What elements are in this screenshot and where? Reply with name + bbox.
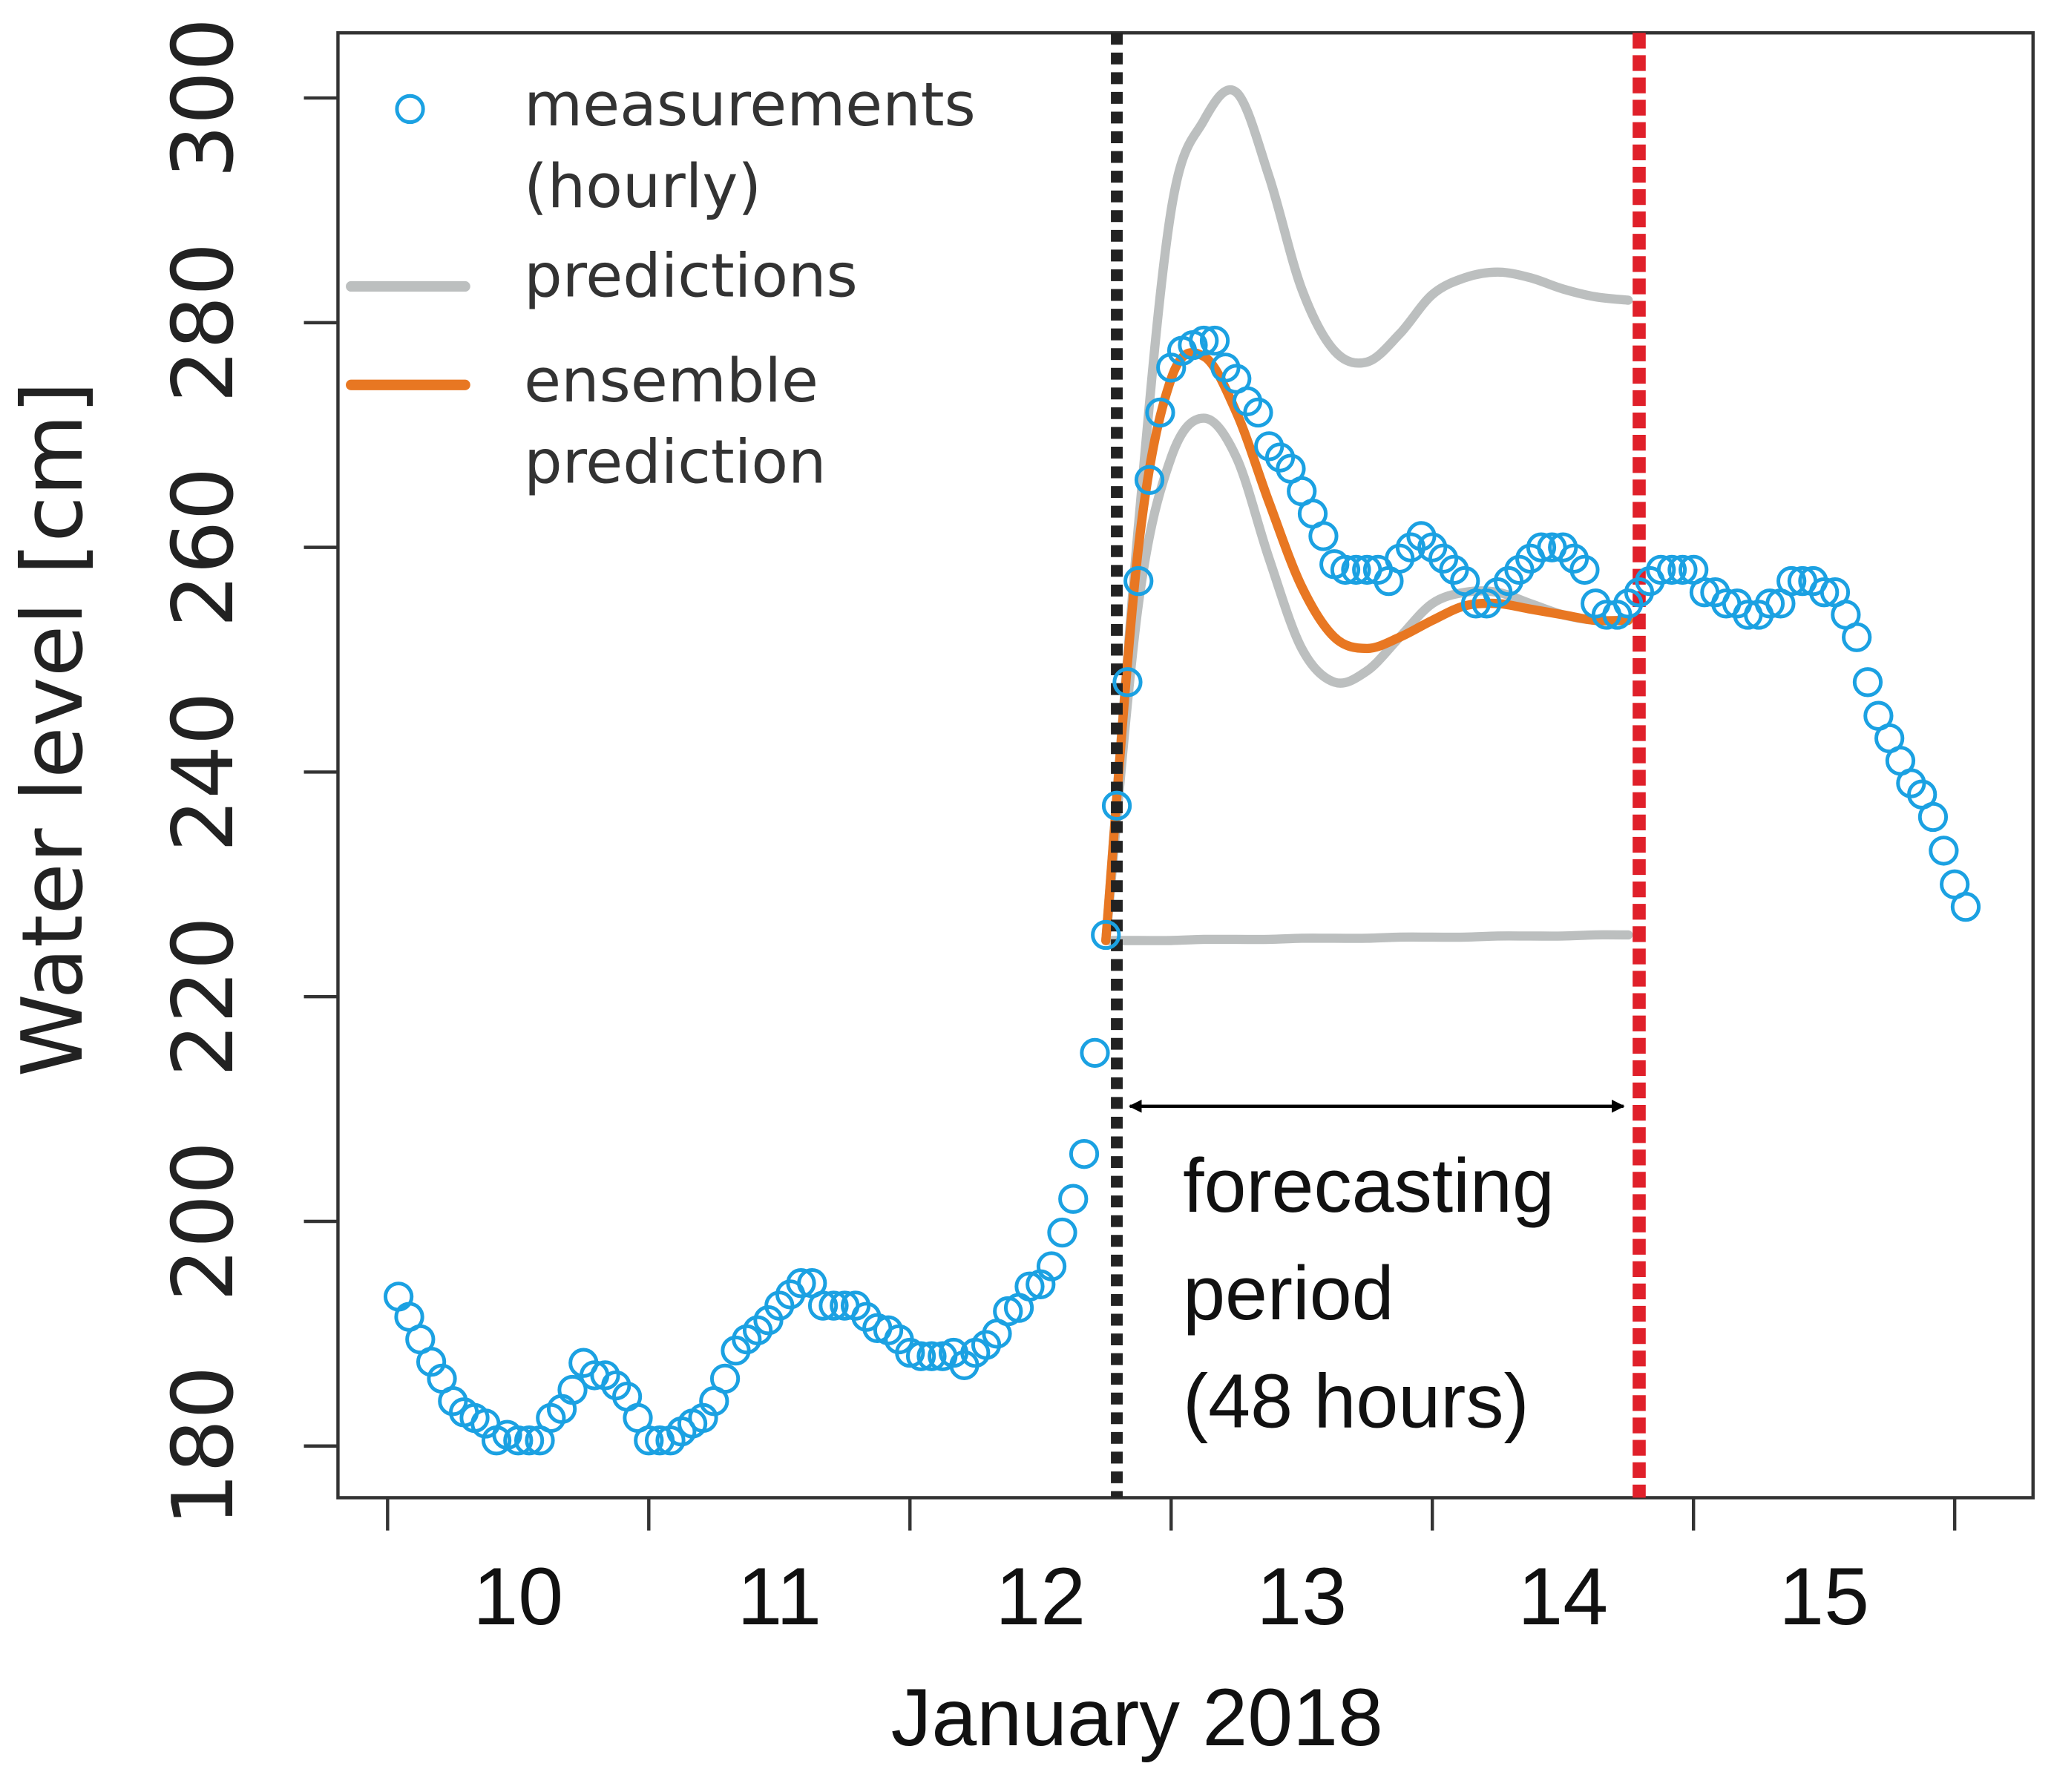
measurement-point <box>818 1290 849 1321</box>
measurement-point <box>1526 532 1557 562</box>
measurement-point <box>1091 919 1121 951</box>
y-axis-label: Water level [cm] <box>4 381 102 1077</box>
x-tick-label: 13 <box>1256 1552 1347 1642</box>
measurement-point <box>742 1315 773 1346</box>
measurement-point <box>1656 554 1687 585</box>
measurement-point <box>1341 554 1371 585</box>
measurement-point <box>1569 554 1600 585</box>
measurement-point <box>1917 801 1949 833</box>
measurement-point <box>1667 554 1698 585</box>
y-tick-label: 180 <box>154 1366 252 1526</box>
measurement-point <box>1950 891 1981 922</box>
measurement-point <box>786 1268 816 1299</box>
measurement-point <box>1776 565 1807 597</box>
measurement-point <box>1646 554 1676 585</box>
measurement-point <box>557 1374 588 1405</box>
annotation: forecasting <box>1183 1143 1555 1228</box>
measurement-point <box>1929 836 1959 866</box>
measurement-point <box>1842 622 1872 652</box>
measurement-point <box>1123 565 1154 597</box>
measurement-point <box>634 1425 664 1456</box>
measurement-point <box>1243 397 1273 428</box>
x-tick-label: 14 <box>1517 1552 1608 1642</box>
measurement-point <box>503 1425 534 1456</box>
measurement-point <box>383 1281 414 1312</box>
measurement-point <box>1330 554 1361 585</box>
measurement-point <box>916 1341 947 1371</box>
measurement-point <box>905 1341 936 1371</box>
y-tick-label: 220 <box>154 916 252 1077</box>
x-tick-label: 12 <box>995 1552 1086 1642</box>
x-tick-label: 15 <box>1779 1552 1869 1642</box>
measurement-point <box>1014 1271 1045 1302</box>
measurement-point <box>514 1425 545 1456</box>
ensemble-line <box>1101 348 1633 945</box>
measurement-point <box>807 1290 839 1321</box>
y-tick-label: 300 <box>154 18 252 178</box>
measurement-point <box>1080 1037 1110 1069</box>
annotation: (48 hours) <box>1183 1358 1529 1443</box>
prediction-line <box>1101 85 1633 945</box>
y-tick-label: 200 <box>154 1141 252 1302</box>
x-tick-label: 10 <box>473 1552 563 1642</box>
plot-frame <box>336 31 2035 1500</box>
measurement-point <box>709 1363 741 1394</box>
measurement-point <box>1809 577 1840 608</box>
y-tick-label: 240 <box>154 692 252 852</box>
measurement-point <box>1852 667 1883 698</box>
x-tick-label: 11 <box>737 1552 821 1642</box>
measurement-point <box>1069 1138 1100 1169</box>
measurement-point <box>1199 325 1230 356</box>
annotation: period <box>1183 1250 1394 1336</box>
prediction-line <box>1101 413 1633 945</box>
measurement-point <box>1308 521 1339 551</box>
measurement-point <box>1754 588 1785 619</box>
measurement-point <box>1101 790 1132 821</box>
measurement-point <box>1145 397 1175 428</box>
measurement-point <box>1047 1217 1077 1248</box>
legend-label: predictions <box>524 241 858 311</box>
measurement-point <box>1134 465 1165 495</box>
y-tick-label: 280 <box>154 243 252 403</box>
x-axis-label: January 2018 <box>891 1673 1383 1763</box>
prediction-line <box>1101 930 1633 945</box>
measurement-point <box>1036 1251 1067 1281</box>
measurement-point <box>1112 667 1143 698</box>
measurement-point <box>1058 1184 1089 1214</box>
legend-marker <box>395 93 425 125</box>
legend-label: ensemble prediction <box>524 347 838 498</box>
measurement-point <box>1189 325 1219 356</box>
y-tick-label: 260 <box>154 467 252 628</box>
legend-label: measurements (hourly) <box>524 70 995 222</box>
